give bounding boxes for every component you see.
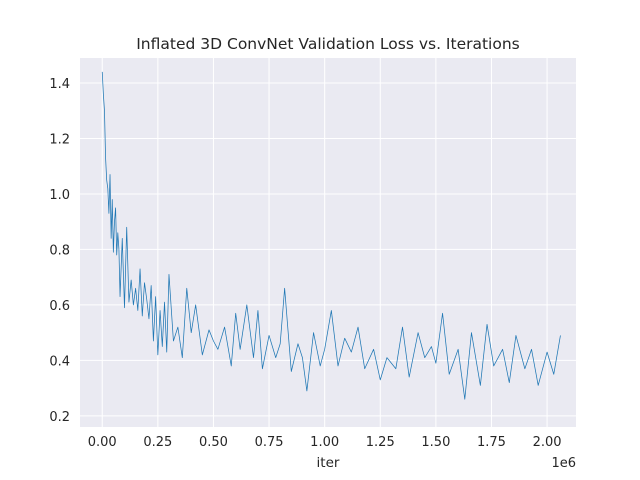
y-tick-label: 0.6 xyxy=(49,299,70,314)
y-tick-label: 1.0 xyxy=(49,188,70,203)
y-tick-label: 0.4 xyxy=(49,354,70,369)
y-tick-label: 0.8 xyxy=(49,243,70,258)
x-axis-ticks: 0.00 0.25 0.50 0.75 1.00 1.25 1.50 1.75 2.00 xyxy=(88,435,562,450)
x-tick-label: 1.00 xyxy=(310,435,339,450)
x-tick-label: 0.00 xyxy=(88,435,117,450)
x-axis-label: iter xyxy=(317,455,340,471)
y-tick-label: 1.4 xyxy=(49,77,70,92)
y-axis-ticks: 0.2 0.4 0.6 0.8 1.0 1.2 1.4 xyxy=(49,77,70,425)
series-line-validation-loss xyxy=(101,71,561,400)
x-tick-label: 1.75 xyxy=(477,435,506,450)
y-tick-label: 0.2 xyxy=(49,410,70,425)
x-tick-label: 0.50 xyxy=(199,435,228,450)
x-tick-label: 0.25 xyxy=(143,435,172,450)
x-tick-label: 1.50 xyxy=(421,435,450,450)
x-tick-label: 1.25 xyxy=(366,435,395,450)
x-tick-label: 2.00 xyxy=(533,435,562,450)
chart-title: Inflated 3D ConvNet Validation Loss vs. … xyxy=(136,35,520,53)
plot-area xyxy=(80,58,576,427)
x-axis-offset-label: 1e6 xyxy=(551,456,576,471)
grid-lines xyxy=(80,58,576,427)
x-tick-label: 0.75 xyxy=(255,435,284,450)
y-tick-label: 1.2 xyxy=(49,132,70,147)
